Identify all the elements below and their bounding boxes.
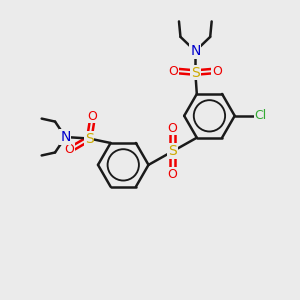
Text: S: S (85, 131, 94, 146)
Text: O: O (64, 143, 74, 156)
Text: S: S (168, 144, 177, 158)
Text: O: O (168, 168, 178, 181)
Text: O: O (168, 122, 178, 135)
Text: N: N (190, 44, 200, 58)
Text: Cl: Cl (254, 109, 267, 122)
Text: O: O (212, 64, 222, 78)
Text: O: O (169, 64, 178, 78)
Text: S: S (191, 65, 200, 80)
Text: O: O (87, 110, 97, 123)
Text: N: N (60, 130, 70, 144)
